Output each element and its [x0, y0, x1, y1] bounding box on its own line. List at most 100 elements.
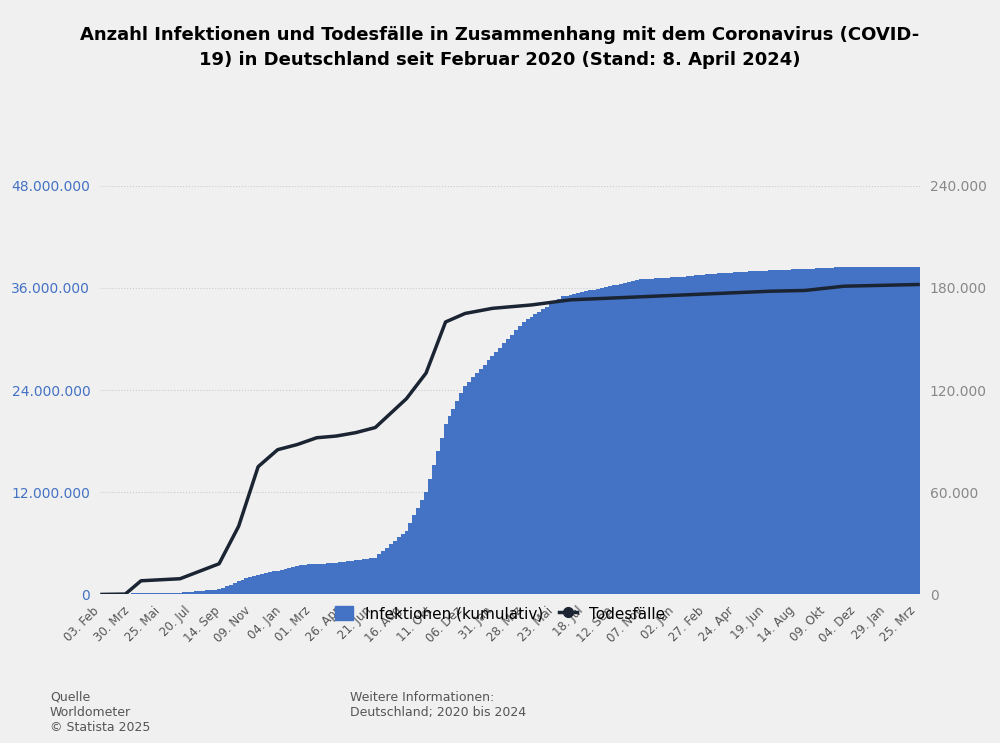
Bar	[783, 270, 787, 594]
Bar	[553, 302, 557, 594]
Bar	[858, 267, 861, 594]
Bar	[736, 272, 740, 594]
Bar	[900, 267, 904, 594]
Bar	[151, 593, 155, 594]
Bar	[818, 268, 822, 594]
Bar	[584, 291, 588, 594]
Bar	[549, 304, 553, 594]
Bar	[623, 283, 627, 594]
Bar	[506, 339, 510, 594]
Bar	[842, 267, 846, 594]
Bar	[908, 267, 912, 594]
Bar	[701, 275, 705, 594]
Bar	[229, 585, 233, 594]
Bar	[772, 270, 776, 594]
Bar	[873, 267, 877, 594]
Bar	[654, 279, 658, 594]
Bar	[752, 271, 756, 594]
Bar	[592, 290, 596, 594]
Bar	[811, 268, 815, 594]
Bar	[557, 299, 561, 594]
Bar	[467, 382, 471, 594]
Bar	[225, 586, 229, 594]
Bar	[854, 267, 858, 594]
Bar	[822, 268, 826, 594]
Bar	[463, 386, 467, 594]
Bar	[740, 272, 744, 594]
Bar	[647, 279, 651, 594]
Bar	[627, 282, 631, 594]
Bar	[444, 424, 448, 594]
Bar	[272, 571, 276, 594]
Bar	[350, 561, 354, 594]
Bar	[522, 322, 526, 594]
Bar	[291, 567, 295, 594]
Bar	[666, 278, 670, 594]
Bar	[830, 267, 834, 594]
Bar	[697, 275, 701, 594]
Bar	[717, 273, 721, 594]
Bar	[319, 564, 323, 594]
Bar	[299, 565, 303, 594]
Bar	[537, 312, 541, 594]
Bar	[572, 294, 576, 594]
Bar	[182, 592, 186, 594]
Bar	[412, 515, 416, 594]
Bar	[725, 273, 729, 594]
Bar	[420, 500, 424, 594]
Bar	[846, 267, 850, 594]
Bar	[170, 593, 174, 594]
Bar	[815, 268, 818, 594]
Bar	[424, 493, 428, 594]
Bar	[260, 574, 264, 594]
Text: Weitere Informationen:
Deutschland; 2020 bis 2024: Weitere Informationen: Deutschland; 2020…	[350, 691, 526, 719]
Bar	[768, 270, 772, 594]
Bar	[494, 351, 498, 594]
Bar	[198, 591, 202, 594]
Bar	[791, 270, 795, 594]
Bar	[865, 267, 869, 594]
Bar	[635, 280, 639, 594]
Bar	[748, 271, 752, 594]
Bar	[639, 279, 643, 594]
Text: Anzahl Infektionen und Todesfälle in Zusammenhang mit dem Coronavirus (COVID-
19: Anzahl Infektionen und Todesfälle in Zus…	[80, 26, 920, 69]
Bar	[904, 267, 908, 594]
Bar	[916, 267, 920, 594]
Bar	[869, 267, 873, 594]
Bar	[401, 534, 405, 594]
Bar	[479, 369, 483, 594]
Bar	[217, 589, 221, 594]
Bar	[545, 307, 549, 594]
Bar	[440, 438, 444, 594]
Bar	[764, 270, 768, 594]
Bar	[377, 554, 381, 594]
Bar	[428, 478, 432, 594]
Bar	[448, 417, 451, 594]
Bar	[608, 286, 612, 594]
Bar	[362, 559, 366, 594]
Bar	[475, 373, 479, 594]
Bar	[580, 292, 584, 594]
Bar	[342, 562, 346, 594]
Bar	[795, 269, 799, 594]
Bar	[268, 572, 272, 594]
Bar	[569, 295, 572, 594]
Bar	[252, 576, 256, 594]
Bar	[369, 558, 373, 594]
Bar	[600, 288, 604, 594]
Bar	[381, 551, 385, 594]
Bar	[389, 544, 393, 594]
Bar	[861, 267, 865, 594]
Bar	[237, 581, 241, 594]
Bar	[248, 577, 252, 594]
Bar	[209, 590, 213, 594]
Bar	[408, 523, 412, 594]
Bar	[686, 276, 690, 594]
Bar	[803, 269, 807, 594]
Bar	[338, 562, 342, 594]
Bar	[779, 270, 783, 594]
Bar	[760, 270, 764, 594]
Bar	[483, 365, 487, 594]
Bar	[143, 593, 147, 594]
Bar	[705, 274, 709, 594]
